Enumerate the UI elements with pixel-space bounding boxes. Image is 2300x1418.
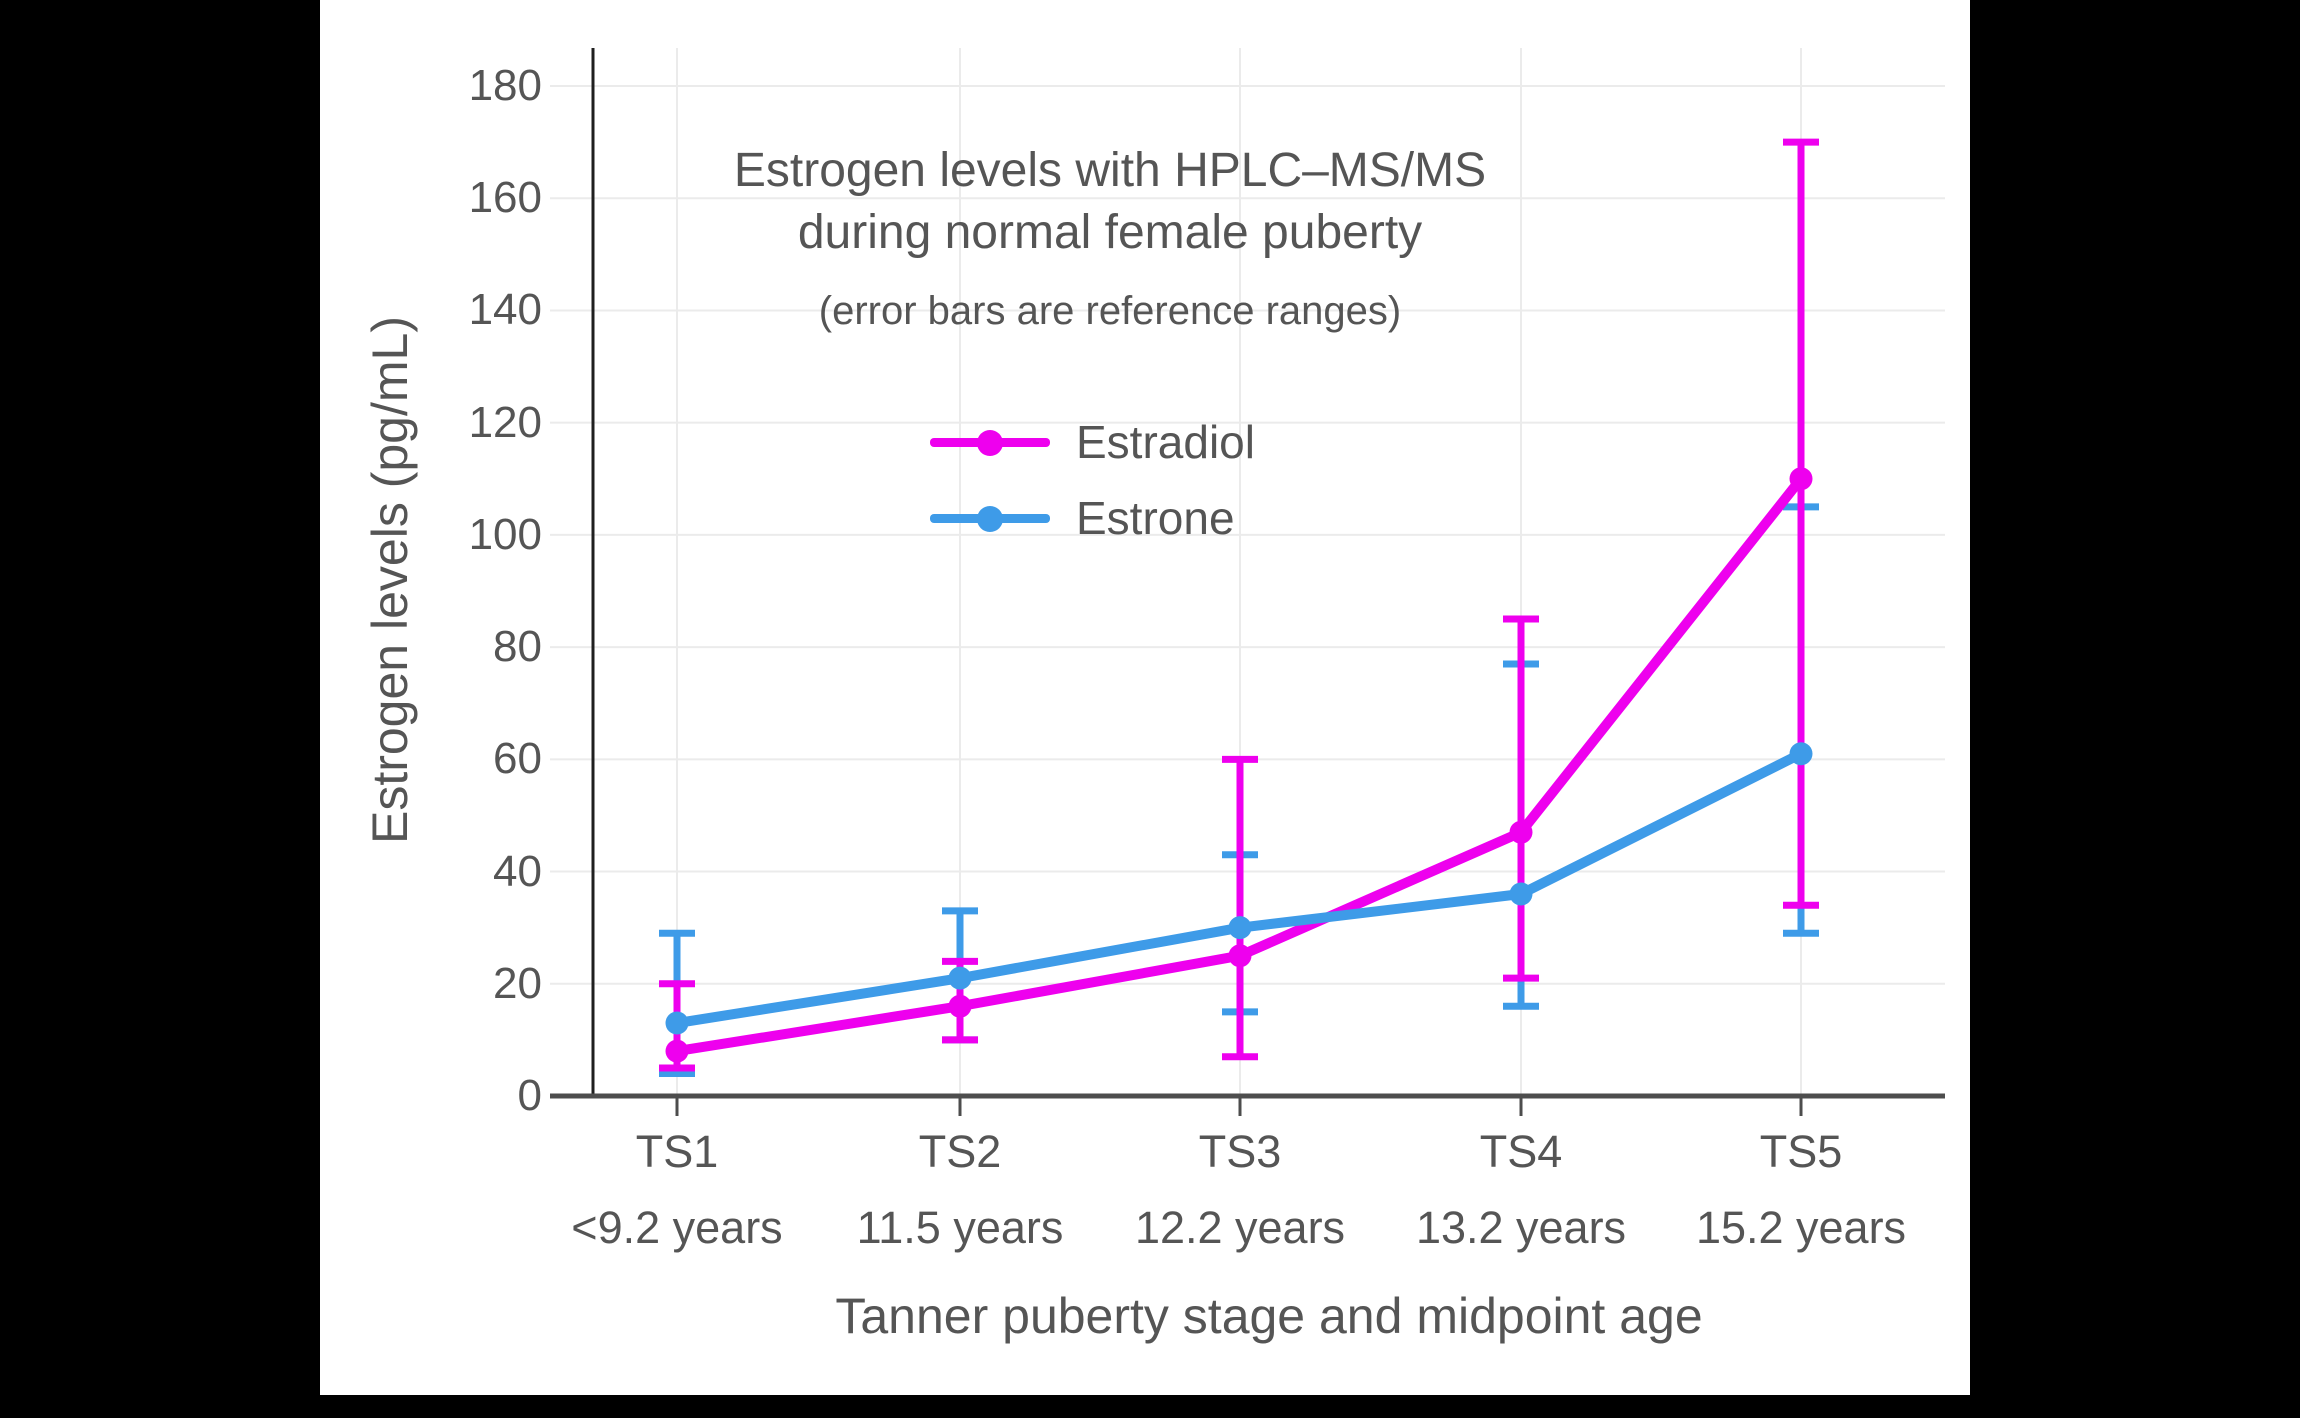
x-tick-age-label: 12.2 years: [1134, 1202, 1346, 1253]
chart-title-line-2: during normal female puberty: [797, 206, 1423, 259]
legend-label-estradiol: Estradiol: [1076, 416, 1255, 468]
x-tick-age-label: 15.2 years: [1695, 1202, 1907, 1253]
y-tick-label: 180: [468, 61, 542, 110]
data-point-estradiol-ts1: [665, 1039, 689, 1063]
chart-title-line-1: Estrogen levels with HPLC–MS/MS: [733, 144, 1487, 197]
data-point-estrone-ts5: [1789, 742, 1813, 766]
y-tick-label: 0: [517, 1071, 542, 1120]
data-point-estradiol-ts3: [1228, 944, 1252, 968]
x-tick-stage-label: TS1: [635, 1126, 719, 1177]
legend: Estradiol Estrone: [930, 412, 1255, 548]
data-point-estradiol-ts5: [1789, 467, 1813, 491]
y-tick-label: 120: [468, 397, 542, 447]
estrone-marker-dot: [977, 505, 1003, 532]
chart-panel: 0 20 40 60 80 100 120 140 160 180 TS1 <9.2 years TS2…: [320, 0, 1970, 1395]
data-point-estrone-ts4: [1509, 882, 1533, 906]
legend-item-estradiol: Estradiol: [930, 412, 1255, 472]
data-point-estradiol-ts4: [1509, 820, 1533, 844]
y-axis-title: Estrogen levels (pg/mL): [362, 316, 418, 845]
data-point-estrone-ts3: [1228, 916, 1252, 940]
y-tick-label: 80: [493, 622, 542, 672]
legend-label-estrone: Estrone: [1076, 492, 1235, 544]
x-tick-stage-label: TS2: [918, 1126, 1002, 1177]
y-tick-label: 100: [468, 509, 542, 559]
data-point-estrone-ts2: [948, 966, 972, 990]
x-tick-stage-label: TS3: [1198, 1126, 1282, 1177]
x-axis-title: Tanner puberty stage and midpoint age: [835, 1288, 1703, 1344]
y-tick-label: 20: [493, 958, 542, 1008]
data-point-estrone-ts1: [665, 1011, 689, 1035]
y-tick-label: 40: [493, 846, 542, 896]
y-tick-label: 160: [468, 173, 542, 223]
x-tick-age-label: <9.2 years: [571, 1202, 783, 1253]
chart-title: Estrogen levels with HPLC–MS/MS during n…: [560, 140, 1660, 264]
estradiol-line-swatch: [930, 429, 1050, 456]
line-chart-canvas: [550, 48, 1945, 1116]
data-point-estradiol-ts2: [948, 994, 972, 1018]
estradiol-marker-dot: [977, 429, 1003, 456]
x-tick-stage-label: TS5: [1759, 1126, 1843, 1177]
y-tick-label: 140: [468, 285, 542, 335]
chart-subtitle: (error bars are reference ranges): [818, 289, 1402, 333]
legend-item-estrone: Estrone: [930, 488, 1255, 548]
x-tick-age-label: 11.5 years: [856, 1202, 1064, 1253]
x-tick-age-label: 13.2 years: [1415, 1202, 1627, 1253]
y-tick-label: 60: [493, 734, 542, 784]
estrone-line-swatch: [930, 505, 1050, 532]
x-tick-stage-label: TS4: [1479, 1126, 1563, 1177]
